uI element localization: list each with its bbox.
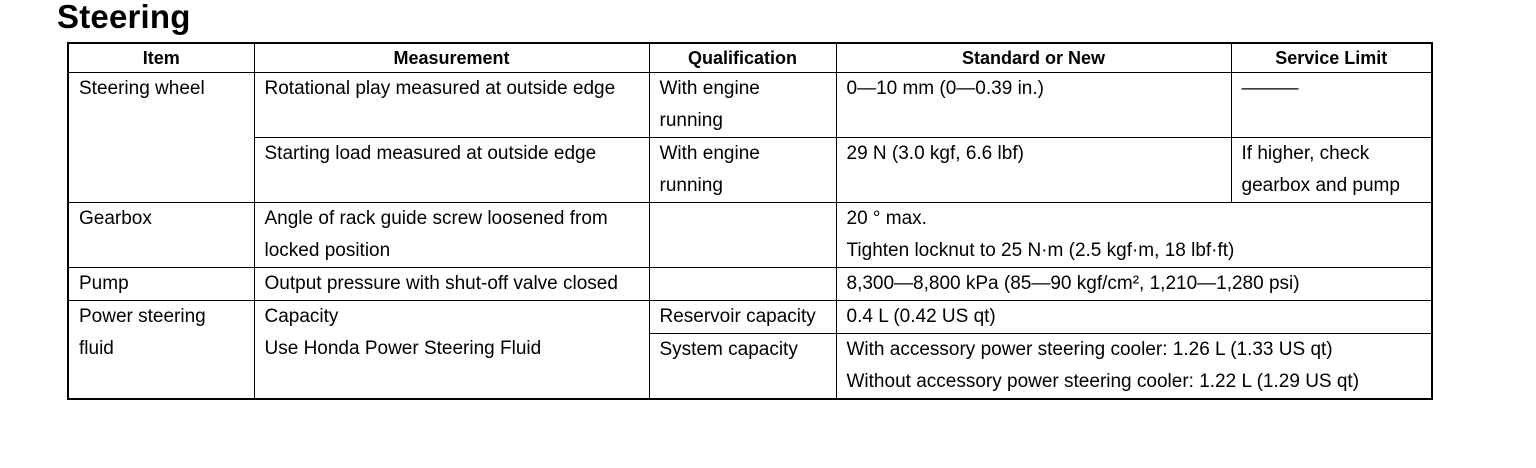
cell-line: Tighten locknut to 25 N·m (2.5 kgf·m, 18… [846, 240, 1235, 261]
cell: Gearbox [67, 202, 255, 268]
row: Pump Output pressure with shut-off valve… [67, 267, 1433, 301]
header-cell: Item [67, 42, 255, 73]
row: Gearbox Angle of rack guide screw loosen… [67, 202, 1433, 268]
cell: Angle of rack guide screw loosened from … [253, 202, 650, 268]
section-title: Steering [57, 0, 191, 35]
cell: Power steering fluid [67, 300, 255, 400]
spec-table: Item Measurement Qualification Standard … [67, 42, 1433, 400]
cell-line: With accessory power steering cooler: 1.… [846, 339, 1333, 360]
cell-line: Without accessory power steering cooler:… [846, 371, 1360, 392]
cell: Pump [67, 267, 255, 301]
cell-line: 20 ° max. [846, 208, 927, 229]
cell: Reservoir capacity [648, 300, 837, 334]
header-cell: Standard or New [835, 42, 1232, 73]
cell: 0—10 mm (0—0.39 in.) [835, 72, 1232, 138]
cell-line: Capacity [264, 306, 339, 327]
cell: If higher, check gearbox and pump [1230, 137, 1433, 203]
cell: Output pressure with shut-off valve clos… [253, 267, 650, 301]
cell: ——— [1230, 72, 1433, 138]
cell: 29 N (3.0 kgf, 6.6 lbf) [835, 137, 1232, 203]
cell: Starting load measured at outside edge [253, 137, 650, 203]
cell: 20 ° max. Tighten locknut to 25 N·m (2.5… [835, 202, 1433, 268]
empty-cell [648, 267, 837, 301]
row: System capacity With accessory power ste… [68, 333, 1433, 400]
row: Steering wheel Rotational play measured … [67, 72, 1433, 203]
cell: System capacity [648, 333, 837, 400]
header-row: Item Measurement Qualification Standard … [67, 42, 1433, 73]
cell: 0.4 L (0.42 US qt) [835, 300, 1433, 334]
header-cell: Measurement [253, 42, 650, 73]
cell: 8,300—8,800 kPa (85—90 kgf/cm², 1,210—1,… [835, 267, 1433, 301]
row: Power steering fluid Capacity Use Honda … [67, 300, 1433, 400]
header-cell: Qualification [648, 42, 837, 73]
row: Starting load measured at outside edge W… [68, 137, 1433, 203]
cell-line: Use Honda Power Steering Fluid [264, 338, 542, 359]
cell: With engine running [648, 72, 837, 138]
cell: Capacity Use Honda Power Steering Fluid [253, 300, 650, 400]
cell: With engine running [648, 137, 837, 203]
empty-cell [648, 202, 837, 268]
cell: Rotational play measured at outside edge [253, 72, 650, 138]
header-cell: Service Limit [1230, 42, 1433, 73]
cell: With accessory power steering cooler: 1.… [835, 333, 1433, 400]
cell: Steering wheel [67, 72, 255, 203]
